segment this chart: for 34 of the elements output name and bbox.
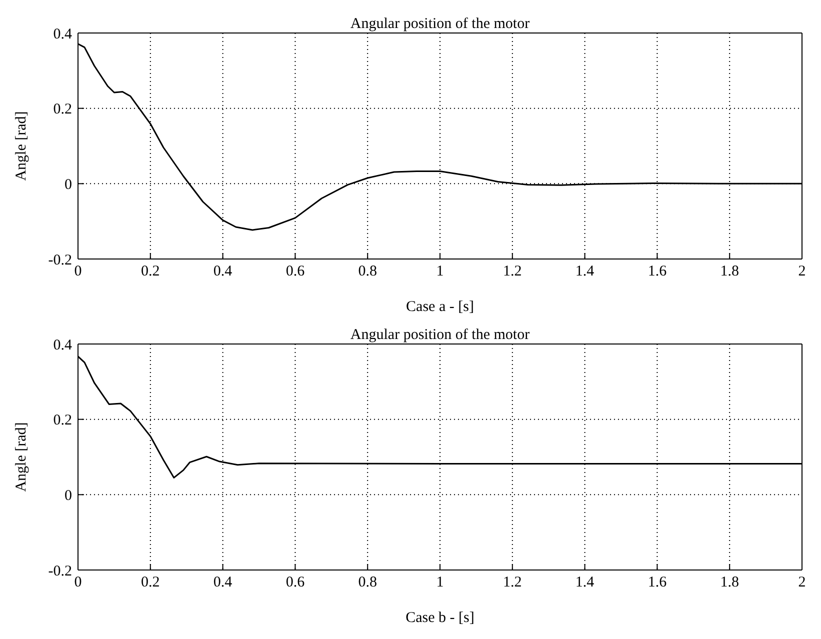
- x-tick-label: 0.4: [213, 264, 233, 280]
- y-tick-label: -0.2: [48, 563, 72, 580]
- y-tick-label: 0.4: [53, 337, 72, 354]
- y-tick-label: 0: [64, 176, 72, 193]
- y-tick-label: 0.2: [53, 412, 72, 429]
- x-tick-label: 1.2: [503, 574, 522, 591]
- y-tick-label: 0: [64, 488, 72, 504]
- x-tick-label: 1.4: [575, 264, 595, 280]
- x-axis-title: Case b - [s]: [406, 610, 474, 626]
- y-tick-label: 0.2: [53, 102, 72, 118]
- chart-title: Angular position of the motor: [350, 16, 530, 32]
- x-tick-label: 1: [436, 574, 444, 591]
- x-tick-label: 1.6: [648, 574, 668, 591]
- x-tick-label: 0.2: [141, 574, 160, 591]
- x-tick-label: 0.6: [286, 264, 306, 280]
- y-tick-label: 0.4: [53, 26, 72, 42]
- x-tick-label: 0.6: [286, 574, 306, 591]
- x-tick-label: 0.8: [358, 574, 377, 591]
- x-axis-title: Case a - [s]: [406, 299, 474, 315]
- y-axis-title: Angle [rad]: [13, 422, 30, 492]
- y-tick-label: -0.2: [48, 252, 72, 268]
- x-tick-label: 1.4: [575, 574, 595, 591]
- x-tick-label: 0.8: [358, 264, 377, 280]
- chart-title: Angular position of the motor: [350, 327, 530, 343]
- x-tick-label: 2: [798, 264, 806, 280]
- x-tick-label: 1.8: [720, 264, 739, 280]
- x-tick-label: 0.4: [213, 574, 233, 591]
- x-tick-label: 1.6: [648, 264, 668, 280]
- x-tick-label: 1.8: [720, 574, 739, 591]
- x-tick-label: 2: [798, 574, 806, 591]
- y-axis-title: Angle [rad]: [13, 111, 30, 181]
- x-tick-label: 0.2: [141, 264, 160, 280]
- x-tick-label: 1.2: [503, 264, 522, 280]
- x-tick-label: 1: [436, 264, 444, 280]
